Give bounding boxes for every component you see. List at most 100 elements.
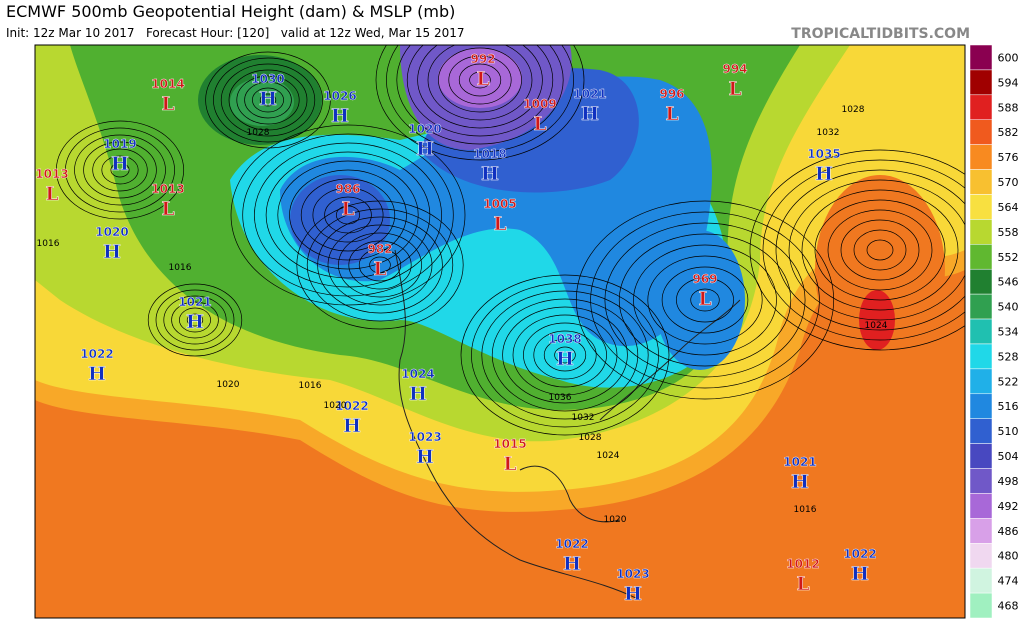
center-letter: H <box>259 88 277 110</box>
colorbar-swatch <box>969 94 993 120</box>
isobar <box>512 314 618 396</box>
colorbar-swatch <box>969 368 993 395</box>
isobar <box>471 282 659 428</box>
isobar <box>254 142 442 288</box>
isobar <box>230 124 466 306</box>
center-pressure: 1026 <box>323 89 356 103</box>
center-letter: L <box>373 258 386 280</box>
center-pressure: 1024 <box>401 367 434 381</box>
center-pressure: 986 <box>335 182 360 196</box>
isobar <box>386 45 574 153</box>
center-pressure: 1022 <box>335 399 368 413</box>
center-pressure: 994 <box>722 62 747 76</box>
colorbar-label: 468 <box>998 600 1019 613</box>
colorbar-swatch <box>969 493 993 519</box>
center-pressure: 1035 <box>807 147 840 161</box>
colorbar-swatch <box>969 393 993 419</box>
isobar <box>101 155 139 185</box>
isobar <box>236 75 300 125</box>
colorbar-label: 516 <box>998 400 1019 413</box>
center-letter: L <box>796 573 809 595</box>
isobar <box>502 306 628 404</box>
isobar <box>317 216 443 314</box>
center-pressure: 1038 <box>548 332 581 346</box>
isobar-label: 1036 <box>549 393 572 403</box>
isobar <box>543 338 587 372</box>
colorbar-swatch <box>969 293 993 320</box>
center-pressure: 1023 <box>408 430 441 444</box>
colorbar-label: 528 <box>998 350 1019 363</box>
isobar <box>186 313 204 327</box>
center-pressure: 1022 <box>843 547 876 561</box>
isobar-label: 1024 <box>597 451 620 461</box>
isobar <box>590 211 820 389</box>
height-field <box>655 230 745 370</box>
center-pressure: 1022 <box>80 347 113 361</box>
isobar <box>92 148 148 192</box>
isobar <box>110 162 130 178</box>
isobar <box>147 283 243 357</box>
isobar <box>338 232 422 298</box>
center-letter: H <box>186 311 204 333</box>
center-letter: H <box>416 446 434 468</box>
center-letter: H <box>556 348 574 370</box>
isobar <box>827 209 933 291</box>
center-letter: L <box>493 213 506 235</box>
isobar <box>65 127 175 213</box>
isobar <box>438 47 522 113</box>
isobar <box>481 290 649 420</box>
colorbar-label: 600 <box>998 51 1019 64</box>
colorbar-swatch <box>969 69 993 96</box>
center-pressure: 1021 <box>573 87 606 101</box>
center-letter: H <box>111 153 129 175</box>
isobar <box>242 133 454 297</box>
center-pressure: 1009 <box>523 97 556 111</box>
center-pressure: 982 <box>367 242 392 256</box>
title: ECMWF 500mb Geopotential Height (dam) & … <box>6 2 455 21</box>
colorbar-label: 594 <box>998 76 1019 89</box>
isobar <box>358 248 402 282</box>
colorbar-label: 510 <box>998 425 1019 438</box>
height-field <box>290 175 390 265</box>
isobar <box>220 63 316 137</box>
center-pressure: 992 <box>470 52 495 66</box>
isobar <box>762 159 965 341</box>
isobar <box>55 120 185 220</box>
isobar <box>327 224 433 306</box>
colorbar-swatch <box>969 268 993 295</box>
isobar <box>775 169 965 331</box>
isobar <box>458 63 502 97</box>
isobar-label: 1016 <box>169 263 192 273</box>
center-letter: H <box>563 553 581 575</box>
pressure-labels: 1030 H 1014 L 1026 H 1019 H 1013 L 1013 L 1020 H 1021 H… <box>35 52 888 605</box>
isobar <box>448 55 512 105</box>
isobar-label: 1020 <box>217 380 240 390</box>
colorbar-label: 504 <box>998 450 1019 463</box>
center-letter: L <box>341 198 354 220</box>
center-pressure: 996 <box>659 87 684 101</box>
isobar <box>533 330 597 380</box>
height-field <box>438 48 522 108</box>
colorbar-label: 558 <box>998 226 1019 239</box>
center-letter: L <box>698 288 711 310</box>
center-letter: L <box>476 68 489 90</box>
colorbar-label: 534 <box>998 326 1019 339</box>
center-letter: L <box>503 453 516 475</box>
center-letter: L <box>665 103 678 125</box>
center-pressure: 1012 <box>786 557 819 571</box>
colorbar: 600 594 588 582 576 570 564 558 552 546 540 534 528 5… <box>969 44 1019 619</box>
isobar <box>676 277 734 323</box>
isobar-label: 1028 <box>579 433 602 443</box>
isobar <box>300 178 396 252</box>
isobar <box>469 71 491 89</box>
isobar <box>491 298 639 412</box>
colorbar-swatch <box>969 144 993 170</box>
isobar <box>866 239 894 261</box>
colorbar-label: 480 <box>998 550 1019 563</box>
height-field <box>230 78 294 126</box>
isobar <box>853 229 907 271</box>
isobar <box>554 346 576 364</box>
center-letter: L <box>533 113 546 135</box>
isobar <box>647 255 763 345</box>
isobar <box>74 134 166 206</box>
